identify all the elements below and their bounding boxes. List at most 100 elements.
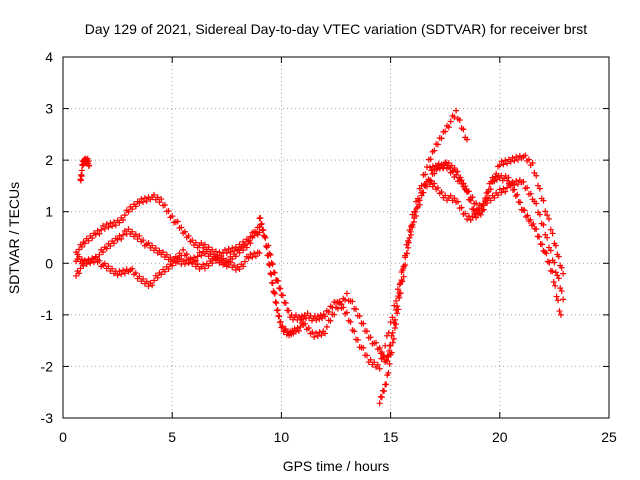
data-point (416, 185, 423, 192)
data-point (490, 177, 497, 184)
data-point (413, 212, 420, 219)
data-point (500, 185, 507, 192)
data-point (161, 268, 168, 275)
data-point (467, 197, 474, 204)
data-point (342, 296, 349, 303)
data-point (134, 235, 141, 242)
data-point (205, 262, 212, 269)
data-point (295, 313, 302, 320)
data-point (544, 234, 551, 241)
data-point (391, 302, 398, 309)
data-point (442, 192, 449, 199)
data-point (317, 312, 324, 319)
data-point (422, 171, 429, 178)
data-point (385, 369, 392, 376)
data-point (520, 178, 527, 185)
data-point (453, 107, 460, 114)
data-point (262, 234, 269, 241)
series-track-5 (256, 107, 471, 365)
data-point (74, 251, 81, 258)
data-point (136, 199, 143, 206)
data-point (116, 219, 123, 226)
data-point (236, 266, 243, 273)
data-point (482, 198, 489, 205)
data-point (460, 180, 467, 187)
data-point (400, 265, 407, 272)
data-point (388, 349, 395, 356)
data-point (76, 270, 83, 277)
data-point (316, 329, 323, 336)
data-point (268, 260, 275, 267)
data-point (556, 308, 563, 315)
data-point (431, 166, 438, 173)
data-point (257, 214, 264, 221)
data-point (524, 184, 531, 191)
data-point (105, 263, 112, 270)
data-point (498, 158, 505, 165)
data-point (302, 320, 309, 327)
data-point (271, 289, 278, 296)
y-tick-label: 4 (45, 49, 53, 65)
data-point (118, 271, 125, 278)
data-point (297, 316, 304, 323)
data-point (469, 213, 476, 220)
series-track-8 (426, 159, 564, 318)
data-point (325, 309, 332, 316)
data-point (457, 174, 464, 181)
data-point (141, 195, 148, 202)
data-point (189, 237, 196, 244)
data-point (458, 204, 465, 211)
data-point (489, 174, 496, 181)
data-point (541, 249, 548, 256)
data-point (492, 173, 499, 180)
data-point (553, 293, 560, 300)
data-point (221, 246, 228, 253)
data-point (511, 157, 518, 164)
data-point (515, 181, 521, 188)
data-point (291, 325, 298, 332)
data-point (347, 318, 354, 325)
data-point (318, 332, 325, 339)
data-point (445, 124, 452, 131)
data-point (247, 240, 254, 247)
data-point (496, 186, 503, 193)
data-point (201, 265, 208, 272)
data-point (376, 400, 383, 407)
data-point (272, 298, 279, 305)
data-point (560, 296, 567, 303)
data-point (340, 304, 347, 311)
data-point (120, 267, 127, 274)
data-point (277, 318, 284, 325)
data-point (165, 266, 172, 273)
data-point (96, 251, 103, 258)
data-point (525, 156, 532, 163)
data-point (429, 183, 436, 190)
data-point (447, 118, 454, 125)
data-point (281, 327, 288, 334)
data-point (343, 309, 350, 316)
data-point (385, 329, 392, 336)
data-point (232, 253, 239, 260)
data-point (367, 334, 374, 341)
data-point (474, 211, 481, 218)
data-point (504, 177, 511, 184)
data-point (549, 268, 556, 275)
data-point (496, 162, 503, 169)
data-point (298, 312, 305, 319)
data-point (138, 195, 145, 202)
data-point (473, 200, 480, 207)
data-point (251, 250, 258, 257)
data-point (336, 298, 343, 305)
data-point (249, 254, 256, 261)
data-point (440, 165, 447, 172)
data-point (105, 224, 112, 231)
data-point (112, 222, 119, 229)
data-point (399, 278, 406, 285)
data-point (271, 269, 278, 276)
data-point (454, 168, 461, 175)
data-point (247, 251, 254, 258)
data-point (172, 259, 179, 266)
data-point (527, 190, 534, 197)
data-point (533, 226, 540, 233)
data-point (551, 259, 558, 266)
